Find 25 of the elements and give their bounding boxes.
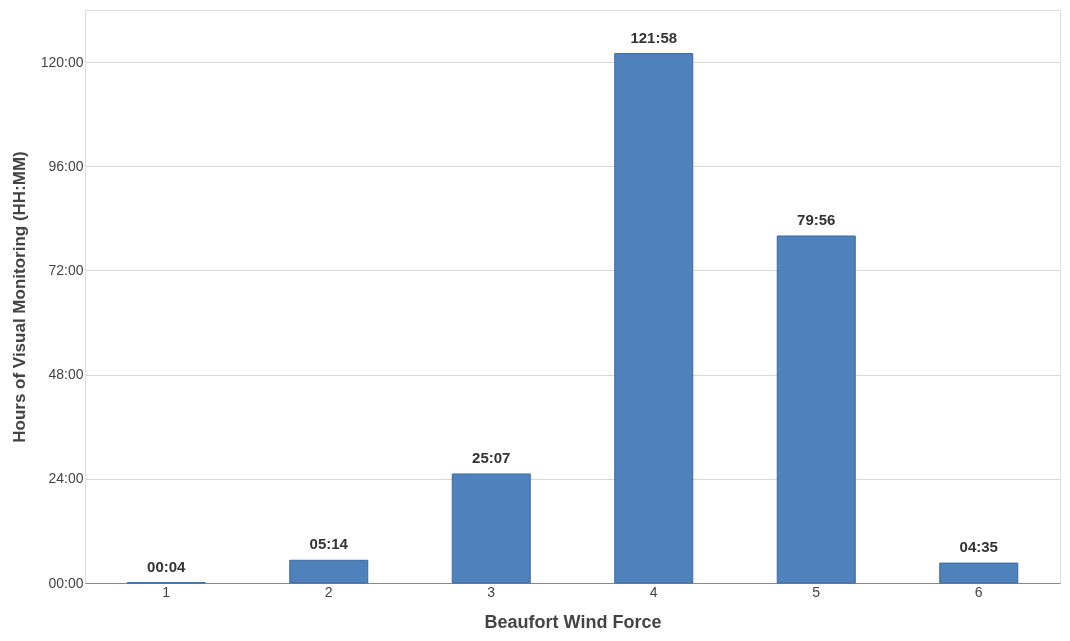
bar [451,473,531,584]
data-label: 04:35 [959,538,998,556]
x-tick-label: 4 [649,583,658,600]
bar [289,559,369,584]
y-tick-label: 24:00 [48,470,84,487]
y-tick-label: 96:00 [48,157,84,174]
y-tick-label: 120:00 [40,53,84,70]
data-label: 00:04 [147,557,187,575]
x-tick-label: 3 [487,583,496,600]
x-tick-label: 2 [324,583,333,600]
y-tick-label: 48:00 [48,366,84,383]
data-label: 25:07 [472,448,511,466]
bar [614,53,694,584]
bar [776,235,856,584]
data-label: 121:58 [630,28,678,46]
x-tick-label: 5 [812,583,821,600]
data-label: 79:56 [797,211,836,229]
x-tick-label: 6 [974,583,983,600]
y-tick-label: 72:00 [48,261,84,278]
data-label: 05:14 [309,535,349,553]
y-axis-title: Hours of Visual Monitoring (HH:MM) [9,151,29,443]
y-tick-label: 00:00 [48,574,84,591]
bar [939,562,1019,584]
x-axis-title: Beaufort Wind Force [484,611,662,632]
x-tick-label: 1 [162,583,171,600]
